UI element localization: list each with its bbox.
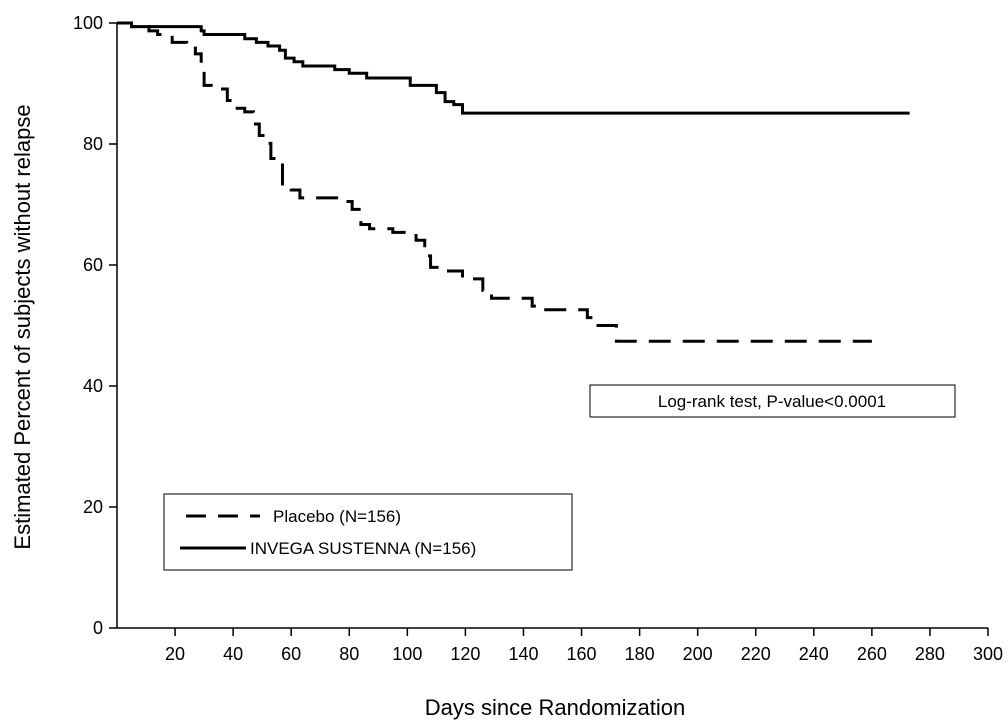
y-tick-label: 20 bbox=[83, 497, 103, 517]
legend-label-invega: INVEGA SUSTENNA (N=156) bbox=[250, 539, 476, 558]
x-axis-title: Days since Randomization bbox=[425, 695, 685, 720]
x-tick-label: 140 bbox=[508, 644, 538, 664]
y-axis-ticks: 0 20 40 60 80 100 bbox=[73, 13, 117, 638]
series-line-invega-sustenna bbox=[117, 21, 910, 115]
x-tick-label: 120 bbox=[450, 644, 480, 664]
x-tick-label: 260 bbox=[857, 644, 887, 664]
x-tick-label: 200 bbox=[683, 644, 713, 664]
annotation-text: Log-rank test, P-value<0.0001 bbox=[658, 392, 886, 411]
x-tick-label: 20 bbox=[165, 644, 185, 664]
y-tick-label: 80 bbox=[83, 134, 103, 154]
y-tick-label: 40 bbox=[83, 376, 103, 396]
x-tick-label: 280 bbox=[915, 644, 945, 664]
x-tick-label: 240 bbox=[799, 644, 829, 664]
x-tick-label: 220 bbox=[741, 644, 771, 664]
x-tick-label: 60 bbox=[281, 644, 301, 664]
series-line-placebo bbox=[117, 21, 872, 343]
series-layer bbox=[117, 21, 910, 343]
legend: Placebo (N=156) INVEGA SUSTENNA (N=156) bbox=[163, 493, 573, 571]
annotation-box: Log-rank test, P-value<0.0001 bbox=[589, 384, 956, 418]
x-tick-label: 300 bbox=[973, 644, 1003, 664]
x-tick-label: 100 bbox=[392, 644, 422, 664]
y-tick-label: 60 bbox=[83, 255, 103, 275]
y-tick-label: 0 bbox=[93, 618, 103, 638]
x-tick-label: 180 bbox=[625, 644, 655, 664]
y-axis-title: Estimated Percent of subjects without re… bbox=[10, 104, 35, 549]
x-tick-label: 40 bbox=[223, 644, 243, 664]
x-tick-label: 80 bbox=[339, 644, 359, 664]
x-tick-label: 160 bbox=[567, 644, 597, 664]
y-tick-label: 100 bbox=[73, 13, 103, 33]
axes bbox=[116, 23, 988, 629]
legend-label-placebo: Placebo (N=156) bbox=[273, 507, 401, 526]
x-axis-ticks: 20 40 60 80 100 120 140 160 180 200 220 240 260 280 30… bbox=[165, 628, 1003, 664]
